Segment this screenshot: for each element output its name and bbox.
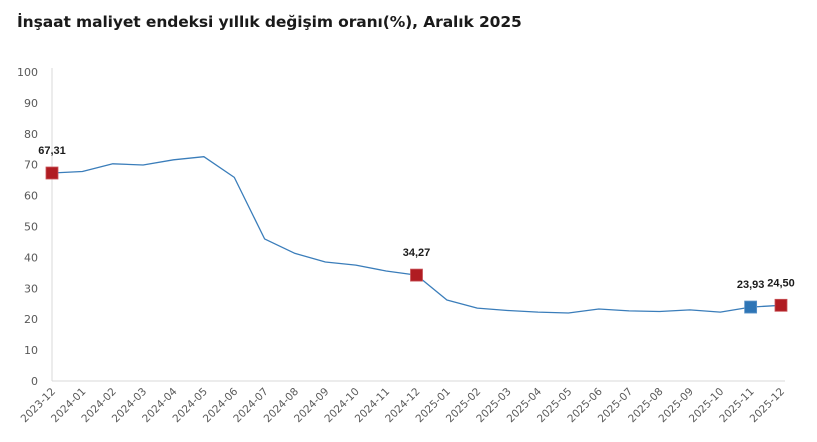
- y-tick-label: 0: [31, 375, 38, 388]
- y-tick-label: 10: [24, 344, 38, 357]
- y-tick-label: 90: [24, 97, 38, 110]
- x-axis: 2023-122024-012024-022024-032024-042024-…: [19, 380, 787, 425]
- y-axis: 0 10 20 30 40 50 60 70 80 90 100: [17, 66, 53, 388]
- data-series: [51, 156, 782, 314]
- y-tick-label: 30: [24, 282, 38, 295]
- y-tick-label: 60: [24, 190, 38, 203]
- y-tick-label: 100: [17, 66, 38, 79]
- y-tick-label: 70: [24, 159, 38, 172]
- y-tick-label: 50: [24, 221, 38, 234]
- data-label: 67,31: [38, 145, 66, 157]
- chart-title: İnşaat maliyet endeksi yıllık değişim or…: [17, 13, 522, 31]
- data-label: 24,50: [767, 277, 795, 289]
- highlight-marker: [45, 166, 59, 180]
- data-markers: 67,31 34,27 23,93 24,50: [38, 145, 795, 314]
- y-tick-label: 20: [24, 313, 38, 326]
- data-label: 34,27: [403, 247, 431, 259]
- y-tick-label: 80: [24, 128, 38, 141]
- highlight-marker: [410, 268, 423, 282]
- highlight-marker: [774, 298, 788, 312]
- y-tick-label: 40: [24, 251, 38, 264]
- highlight-marker: [744, 300, 758, 314]
- series-line: [51, 156, 782, 314]
- data-label: 23,93: [737, 279, 765, 291]
